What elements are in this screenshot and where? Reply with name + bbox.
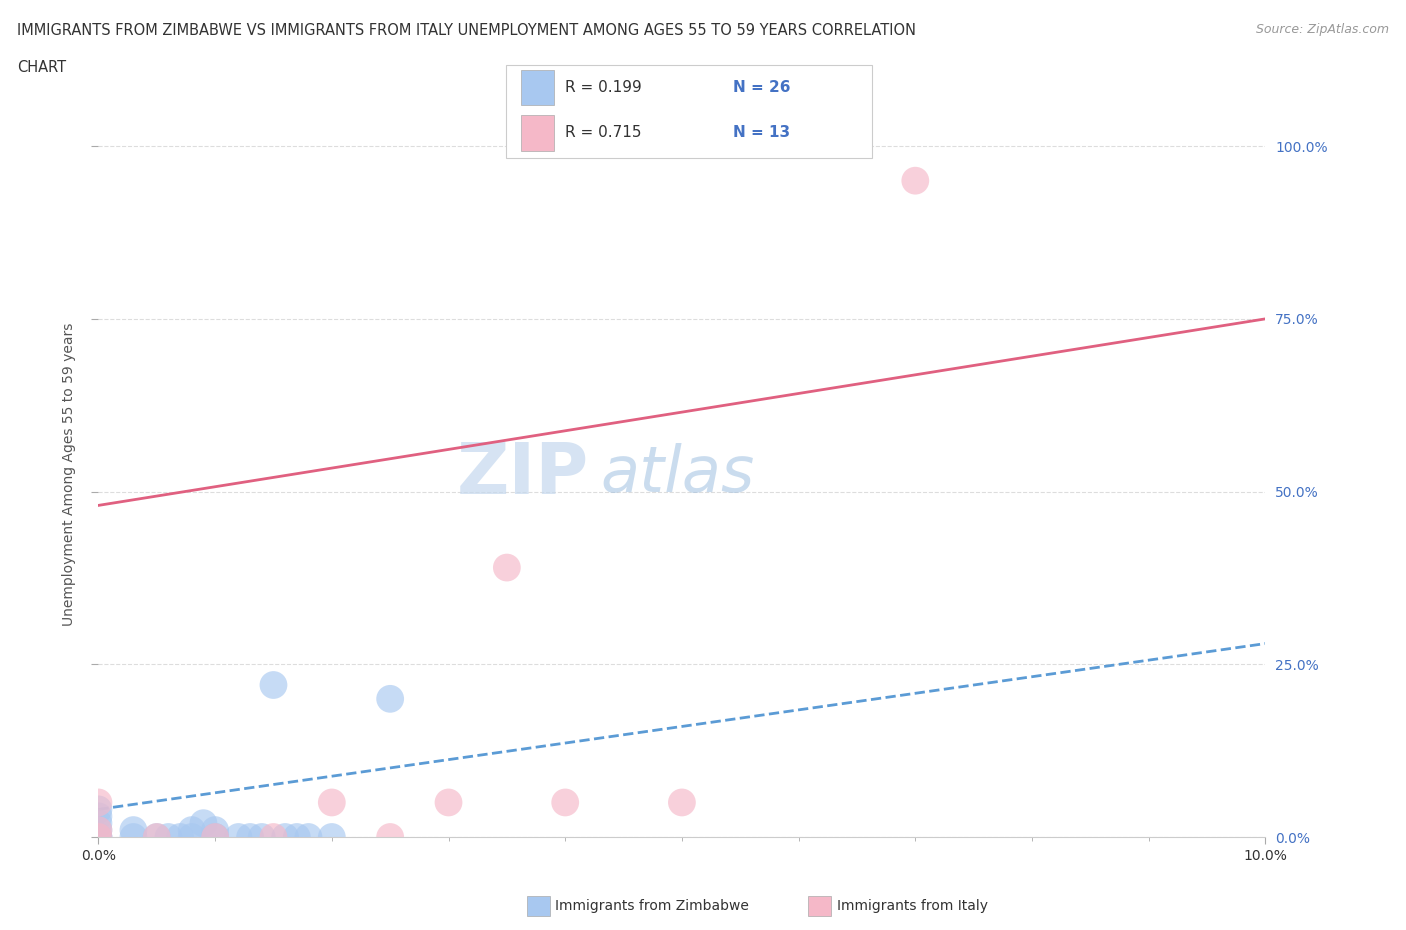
Point <box>193 816 215 830</box>
Point <box>285 830 308 844</box>
Point <box>495 560 517 575</box>
Point <box>321 830 343 844</box>
Point <box>204 823 226 838</box>
Point <box>204 830 226 844</box>
Point <box>87 830 110 844</box>
Point <box>262 830 284 844</box>
Text: Immigrants from Italy: Immigrants from Italy <box>837 898 987 913</box>
Text: R = 0.199: R = 0.199 <box>565 80 641 95</box>
Point <box>378 830 402 844</box>
Point <box>87 823 110 838</box>
Point <box>554 795 576 810</box>
Point <box>157 830 180 844</box>
Text: N = 26: N = 26 <box>733 80 790 95</box>
Text: IMMIGRANTS FROM ZIMBABWE VS IMMIGRANTS FROM ITALY UNEMPLOYMENT AMONG AGES 55 TO : IMMIGRANTS FROM ZIMBABWE VS IMMIGRANTS F… <box>17 23 915 38</box>
Bar <box>520 70 554 105</box>
Point <box>87 830 110 844</box>
Point <box>239 830 262 844</box>
Point <box>274 830 297 844</box>
Point <box>321 795 343 810</box>
Point <box>228 830 250 844</box>
Text: ZIP: ZIP <box>457 440 589 509</box>
Point <box>87 823 110 838</box>
Point <box>169 830 191 844</box>
Point <box>297 830 319 844</box>
Point <box>378 691 402 706</box>
Point <box>250 830 273 844</box>
Point <box>204 830 226 844</box>
Point <box>180 823 202 838</box>
Text: Immigrants from Zimbabwe: Immigrants from Zimbabwe <box>555 898 749 913</box>
Point <box>671 795 693 810</box>
Point <box>122 830 145 844</box>
Text: N = 13: N = 13 <box>733 126 790 140</box>
Y-axis label: Unemployment Among Ages 55 to 59 years: Unemployment Among Ages 55 to 59 years <box>62 323 76 626</box>
Point <box>87 830 110 844</box>
Point <box>146 830 169 844</box>
Text: atlas: atlas <box>600 444 755 505</box>
Point <box>87 816 110 830</box>
Point <box>87 795 110 810</box>
Point <box>437 795 460 810</box>
FancyBboxPatch shape <box>506 65 872 158</box>
Text: Source: ZipAtlas.com: Source: ZipAtlas.com <box>1256 23 1389 36</box>
Point <box>122 823 145 838</box>
Point <box>904 173 927 188</box>
Point <box>180 830 202 844</box>
Bar <box>520 115 554 151</box>
Point <box>146 830 169 844</box>
Point <box>204 830 226 844</box>
Text: R = 0.715: R = 0.715 <box>565 126 641 140</box>
Point <box>87 809 110 824</box>
Point <box>262 678 284 693</box>
Text: CHART: CHART <box>17 60 66 75</box>
Point <box>87 802 110 817</box>
